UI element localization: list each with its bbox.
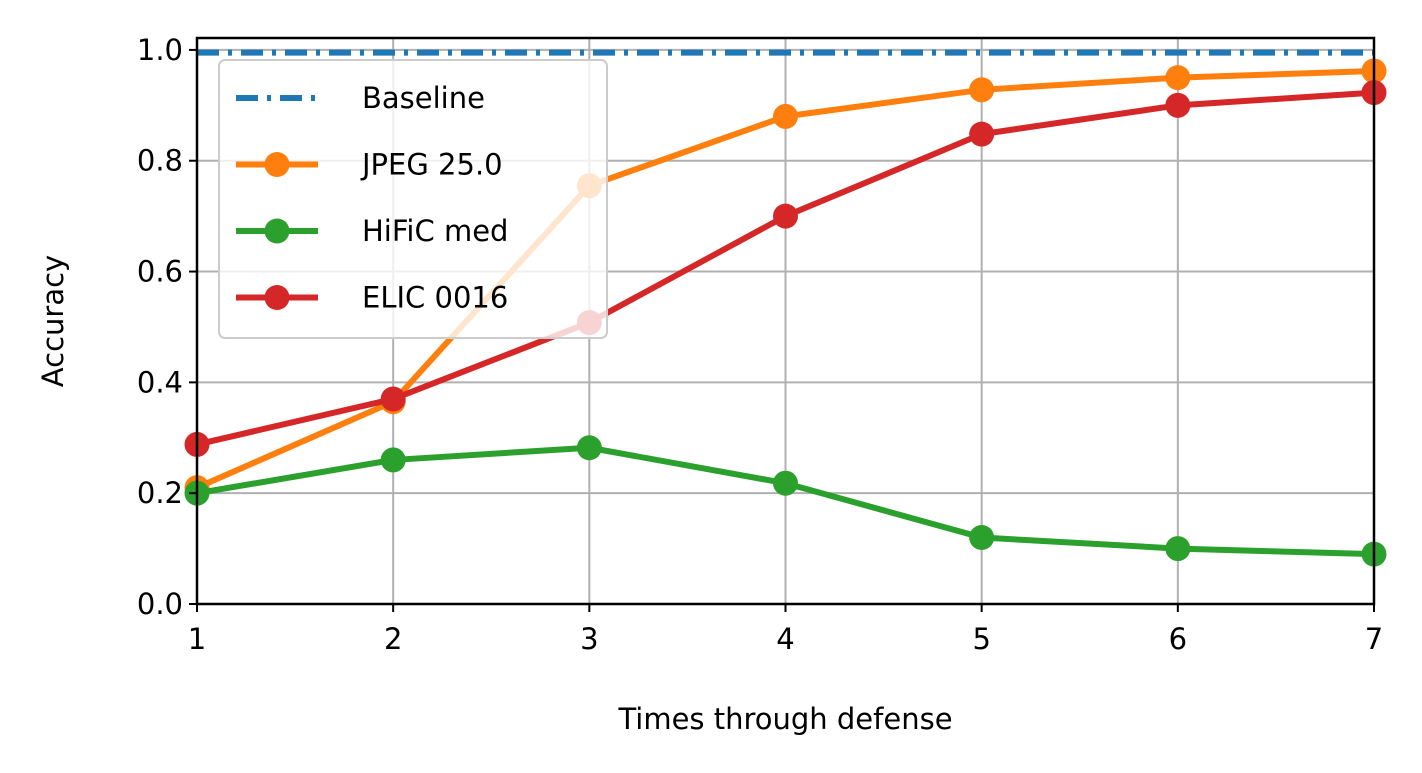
x-tick-label: 4 (776, 622, 794, 656)
legend-marker-hific-med (264, 218, 290, 244)
point-jpeg-25-0-4 (773, 103, 798, 129)
legend-marker-jpeg-25-0 (264, 152, 290, 177)
x-tick-label: 5 (972, 622, 990, 656)
y-tick-label: 0.8 (137, 144, 183, 178)
point-hific-med-2 (380, 447, 406, 473)
y-tick-label: 0.6 (137, 255, 183, 289)
legend-marker-elic-0016 (264, 285, 290, 310)
y-axis-label: Accuracy (36, 255, 70, 387)
legend-label-hific-med: HiFiC med (362, 214, 508, 248)
point-hific-med-5 (969, 525, 995, 551)
point-elic-0016-5 (969, 121, 995, 147)
x-axis-label: Times through defense (617, 702, 952, 736)
x-tick-label: 6 (1169, 622, 1187, 656)
ticks: 1 2 3 4 5 6 7 0.0 0.2 0.4 0.6 0.8 1.0 (137, 33, 1383, 656)
point-hific-med-6 (1165, 536, 1191, 562)
x-tick-label: 7 (1365, 622, 1383, 656)
x-tick-label: 2 (384, 622, 402, 656)
legend-label-jpeg-25-0: JPEG 25.0 (360, 148, 503, 182)
y-tick-label: 0.0 (137, 587, 183, 621)
y-tick-label: 0.4 (137, 365, 183, 399)
point-elic-0016-2 (380, 386, 406, 412)
legend-box (218, 59, 608, 339)
point-hific-med-3 (576, 435, 602, 461)
y-tick-label: 0.2 (137, 476, 183, 510)
y-tick-label: 1.0 (137, 33, 183, 67)
legend: Baseline JPEG 25.0 HiFiC med ELIC 0016 (218, 59, 608, 339)
point-elic-0016-6 (1165, 92, 1191, 118)
point-jpeg-25-0-6 (1165, 65, 1191, 91)
legend-label-baseline: Baseline (362, 81, 485, 115)
point-jpeg-25-0-5 (969, 77, 995, 103)
point-hific-med-4 (773, 470, 798, 496)
legend-label-elic-0016: ELIC 0016 (362, 281, 508, 315)
x-tick-label: 1 (188, 622, 206, 656)
point-elic-0016-4 (773, 203, 798, 229)
x-tick-label: 3 (580, 622, 598, 656)
